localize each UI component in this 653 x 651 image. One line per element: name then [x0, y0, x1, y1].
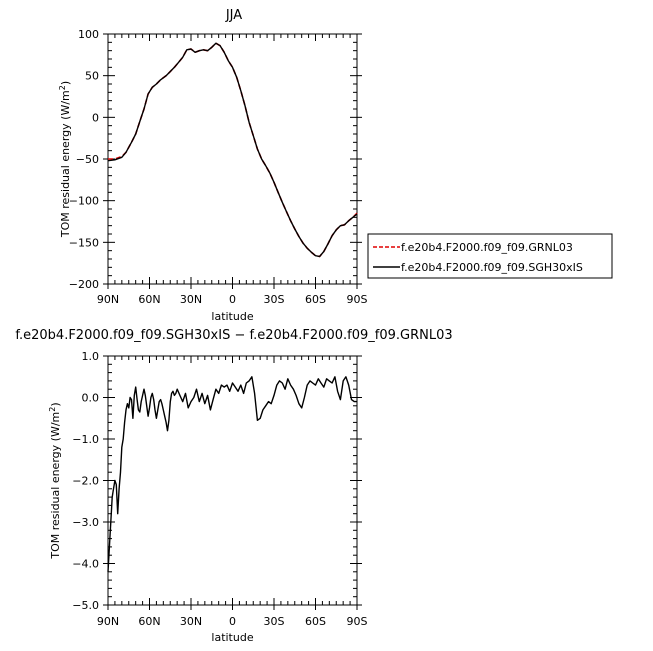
x-tick-label: 60N	[138, 615, 160, 628]
x-tick-label: 60S	[305, 293, 326, 306]
y-tick-label: 0	[92, 111, 99, 124]
y-tick-label: 50	[85, 70, 99, 83]
y-tick-label: 1.0	[82, 350, 100, 363]
y-tick-label: −4.0	[72, 558, 99, 571]
x-axis-label: latitude	[211, 310, 253, 323]
x-tick-label: 30N	[180, 615, 202, 628]
chart-title: f.e20b4.F2000.f09_f09.SGH30xIS − f.e20b4…	[15, 328, 452, 343]
y-tick-label: 100	[78, 28, 99, 41]
y-tick-label: −3.0	[72, 516, 99, 529]
plot-frame	[107, 33, 358, 285]
x-tick-label: 30S	[264, 615, 285, 628]
series-line-0	[107, 376, 357, 572]
y-tick-label: −100	[69, 195, 99, 208]
x-tick-label: 90S	[347, 293, 368, 306]
series-line-0	[108, 42, 358, 258]
legend-box	[367, 233, 613, 279]
x-tick-label: 90N	[97, 615, 119, 628]
x-tick-label: 60S	[305, 615, 326, 628]
series-line-1	[107, 42, 358, 258]
y-tick-label: −1.0	[72, 433, 99, 446]
y-tick-label: −150	[69, 236, 99, 249]
legend-label: f.e20b4.F2000.f09_f09.SGH30xIS	[401, 261, 583, 274]
legend-label: f.e20b4.F2000.f09_f09.GRNL03	[401, 241, 573, 254]
x-tick-label: 90N	[97, 293, 119, 306]
x-tick-label: 30N	[180, 293, 202, 306]
y-tick-label: 0.0	[82, 392, 100, 405]
x-tick-label: 30S	[264, 293, 285, 306]
x-tick-label: 90S	[347, 615, 368, 628]
y-tick-label: −5.0	[72, 599, 99, 612]
x-tick-label: 0	[229, 293, 236, 306]
chart-title: JJA	[225, 8, 242, 23]
y-tick-label: −2.0	[72, 475, 99, 488]
y-tick-label: −200	[69, 278, 99, 291]
y-axis-label: TOM residual energy (W/m2)	[48, 402, 63, 559]
y-tick-label: −50	[76, 153, 99, 166]
x-tick-label: 60N	[138, 293, 160, 306]
x-tick-label: 0	[229, 615, 236, 628]
x-axis-label: latitude	[211, 631, 253, 644]
y-axis-label: TOM residual energy (W/m2)	[58, 81, 73, 238]
